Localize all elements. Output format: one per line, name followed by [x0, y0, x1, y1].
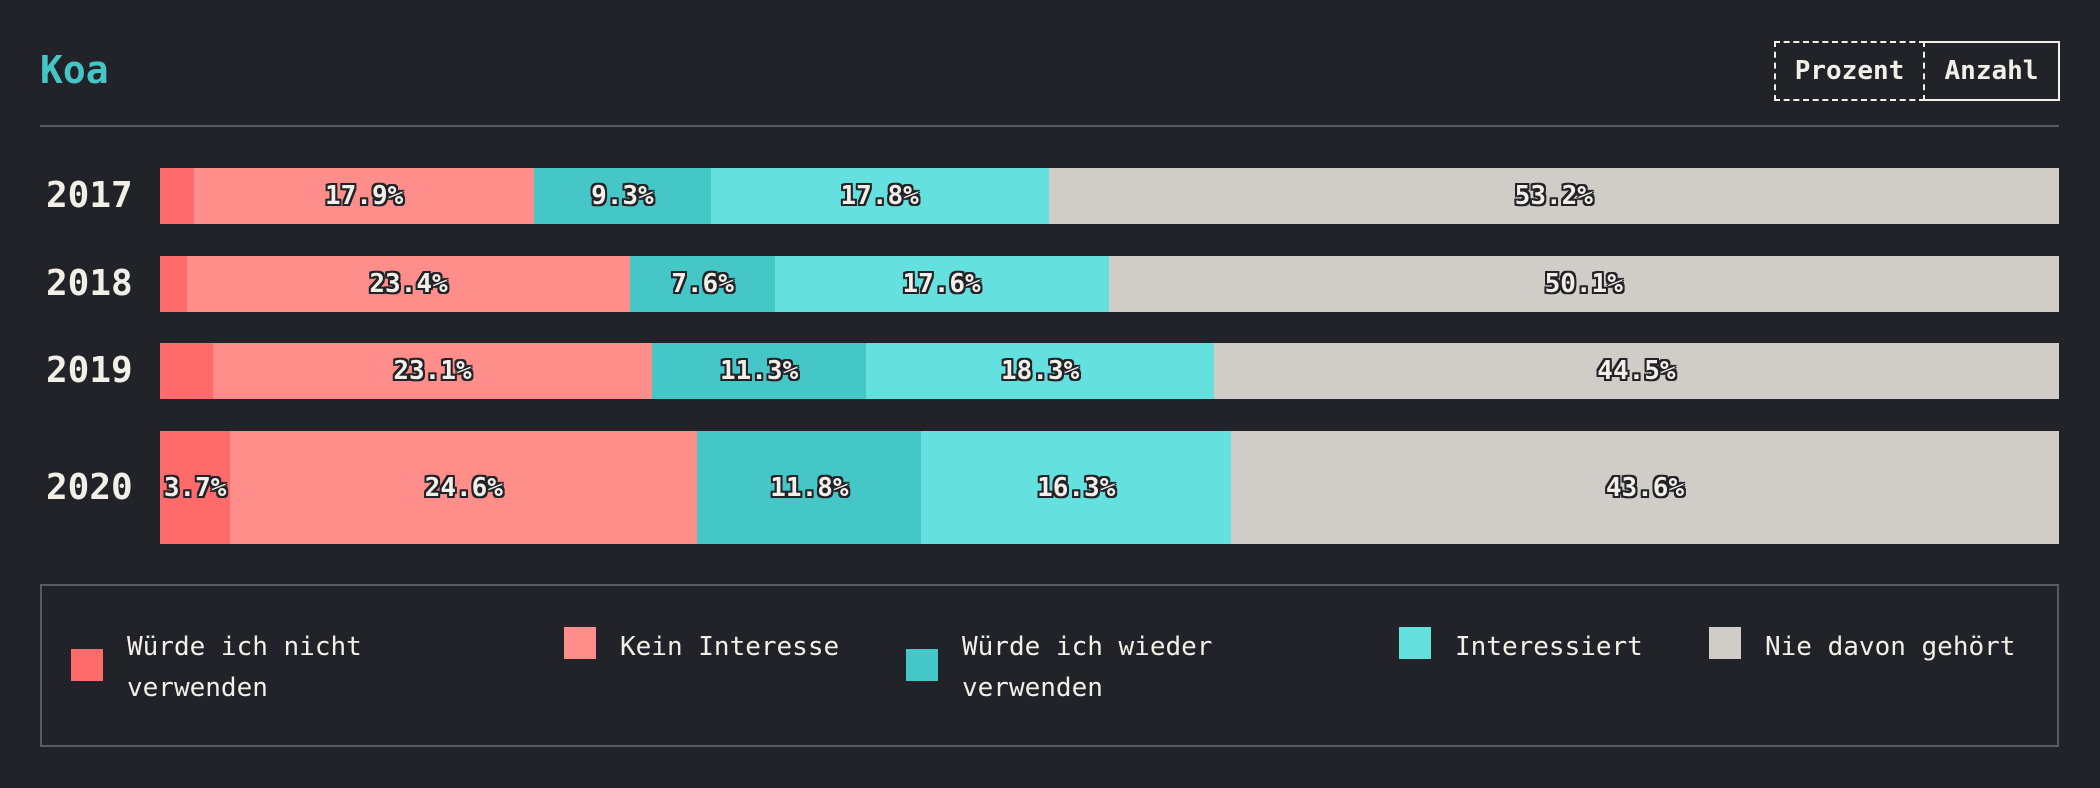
bar-segment[interactable]: 3.7%	[160, 431, 231, 544]
year-label: 2019	[46, 350, 133, 391]
legend-label: Würde ich nicht verwenden	[127, 632, 362, 703]
data-label: 16.3%	[1037, 472, 1116, 503]
data-label: 23.4%	[369, 269, 448, 299]
data-label: 3.7%	[163, 472, 227, 503]
legend-label: Würde ich wieder verwenden	[962, 632, 1213, 703]
legend-swatch	[1399, 627, 1431, 659]
bar-segment[interactable]	[160, 168, 195, 224]
data-label: 17.6%	[902, 269, 981, 299]
legend-swatch	[906, 649, 938, 681]
bar-segment[interactable]: 50.1%	[1108, 256, 2059, 312]
data-label: 9.3%	[591, 181, 654, 211]
bar-segment[interactable]: 43.6%	[1231, 431, 2059, 544]
bar-segment[interactable]: 7.6%	[630, 256, 775, 312]
legend-label: Kein Interesse	[620, 632, 840, 662]
data-label: 7.6%	[671, 269, 734, 299]
bar-segment[interactable]: 11.3%	[651, 343, 867, 399]
bar-row-2019: 23.1% 11.3% 18.3% 44.5%	[160, 343, 2059, 399]
bar-segment[interactable]: 11.8%	[697, 431, 922, 544]
bar-segment[interactable]	[160, 343, 214, 399]
bar-segment[interactable]: 53.2%	[1048, 168, 2059, 224]
data-label: 43.6%	[1605, 472, 1685, 503]
bar-segment[interactable]: 23.4%	[186, 256, 631, 312]
bar-segment[interactable]: 18.3%	[866, 343, 1214, 399]
legend-item-interessiert[interactable]: Interessiert	[1399, 627, 1689, 668]
page-title: Koa	[40, 48, 109, 92]
bar-segment[interactable]: 9.3%	[534, 168, 711, 224]
data-label: 50.1%	[1544, 269, 1623, 299]
count-toggle-button[interactable]: Anzahl	[1925, 41, 2060, 101]
legend-swatch	[71, 649, 103, 681]
legend-item-kein-interesse[interactable]: Kein Interesse	[564, 627, 884, 668]
view-toggle: Prozent Anzahl	[1774, 41, 2060, 101]
bar-segment[interactable]: 44.5%	[1213, 343, 2059, 399]
legend-item-nie-gehoert[interactable]: Nie davon gehört	[1709, 627, 2049, 668]
data-label: 53.2%	[1514, 181, 1593, 211]
bar-segment[interactable]: 17.9%	[194, 168, 535, 224]
legend-item-wuerde-nicht[interactable]: Würde ich nicht verwenden	[71, 627, 511, 709]
data-label: 11.8%	[770, 472, 849, 503]
bar-row-2017: 17.9% 9.3% 17.8% 53.2%	[160, 168, 2059, 224]
legend-label: Nie davon gehört	[1765, 632, 2016, 662]
legend-item-wieder[interactable]: Würde ich wieder verwenden	[906, 627, 1346, 709]
data-label: 11.3%	[719, 356, 799, 386]
header-divider	[40, 125, 2059, 127]
bar-segment[interactable]: 17.8%	[710, 168, 1049, 224]
bar-segment[interactable]: 17.6%	[774, 256, 1109, 312]
data-label: 17.8%	[840, 181, 919, 211]
chart-legend: Würde ich nicht verwenden Kein Interesse…	[40, 584, 2059, 747]
data-label: 17.9%	[324, 181, 404, 211]
year-label: 2017	[46, 175, 133, 216]
bar-row-2020: 3.7% 24.6% 11.8% 16.3% 43.6%	[160, 431, 2059, 544]
percent-toggle-button[interactable]: Prozent	[1774, 41, 1925, 101]
data-label: 24.6%	[424, 472, 503, 503]
data-label: 44.5%	[1597, 356, 1676, 386]
bar-segment[interactable]: 16.3%	[921, 431, 1231, 544]
legend-swatch	[564, 627, 596, 659]
bar-row-2018: 23.4% 7.6% 17.6% 50.1%	[160, 256, 2059, 312]
year-label: 2020	[46, 466, 133, 508]
bar-segment[interactable]: 23.1%	[213, 343, 652, 399]
legend-label: Interessiert	[1455, 632, 1643, 662]
data-label: 18.3%	[1001, 356, 1080, 386]
data-label: 23.1%	[393, 356, 472, 386]
legend-swatch	[1709, 627, 1741, 659]
bar-segment[interactable]: 24.6%	[230, 431, 698, 544]
bar-segment[interactable]	[160, 256, 187, 312]
year-label: 2018	[46, 263, 133, 304]
